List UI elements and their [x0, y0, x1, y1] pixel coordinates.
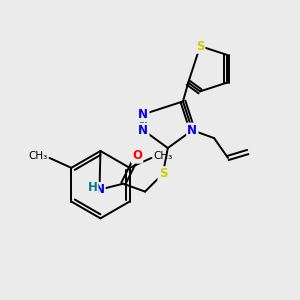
Text: N: N	[94, 183, 104, 196]
Text: CH₃: CH₃	[153, 151, 173, 161]
Text: CH₃: CH₃	[28, 151, 47, 161]
Text: S: S	[196, 40, 204, 52]
Text: O: O	[132, 149, 142, 162]
Text: N: N	[138, 108, 148, 121]
Text: N: N	[187, 124, 197, 137]
Text: H: H	[88, 181, 98, 194]
Text: N: N	[138, 124, 148, 137]
Text: S: S	[159, 167, 167, 180]
